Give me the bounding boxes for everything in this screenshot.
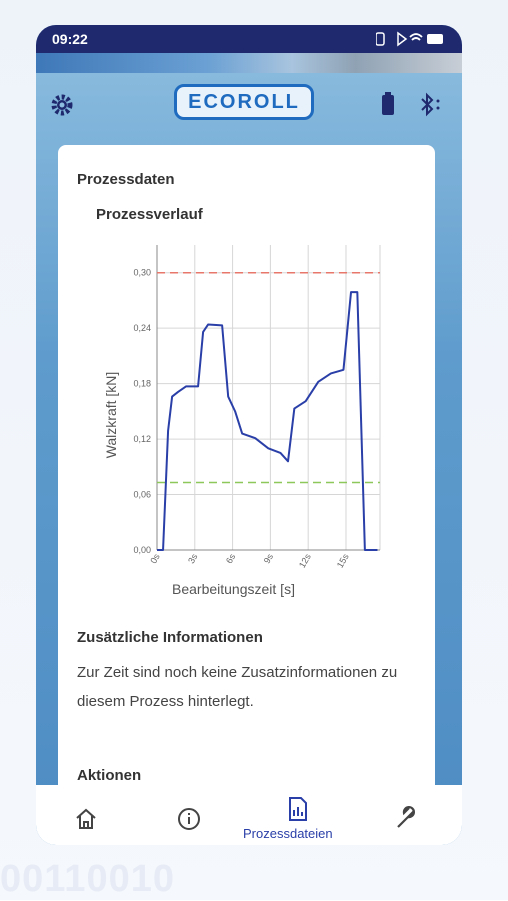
logo: ECOROLL (174, 84, 314, 120)
files-tab-label[interactable]: Prozessdateien (243, 826, 333, 841)
clock: 09:22 (52, 31, 88, 47)
color-strip (36, 53, 462, 73)
info-text: Zur Zeit sind noch keine Zusatzinformati… (77, 664, 398, 710)
files-tab-icon[interactable] (287, 797, 309, 821)
process-card: Prozessdaten Prozessverlauf Zusätzliche … (58, 145, 435, 825)
home-tab[interactable] (74, 807, 98, 831)
info-tab[interactable] (177, 807, 201, 831)
header-icons[interactable] (378, 91, 448, 119)
status-icons (376, 31, 443, 47)
background-digits: 00110010 (0, 858, 175, 900)
tools-tab[interactable] (394, 805, 420, 831)
status-bar: 09:22 (36, 25, 462, 53)
actions-title: Aktionen (77, 767, 142, 784)
bottom-nav: Prozessdateien (36, 785, 462, 845)
info-title: Zusätzliche Informationen (77, 629, 263, 646)
section-title: Prozessdaten (77, 171, 175, 188)
phone: 09:22 ECOROLL Prozessdaten Prozessverlau… (36, 25, 462, 845)
settings-button[interactable] (50, 93, 74, 117)
chart-title: Prozessverlauf (96, 206, 203, 223)
